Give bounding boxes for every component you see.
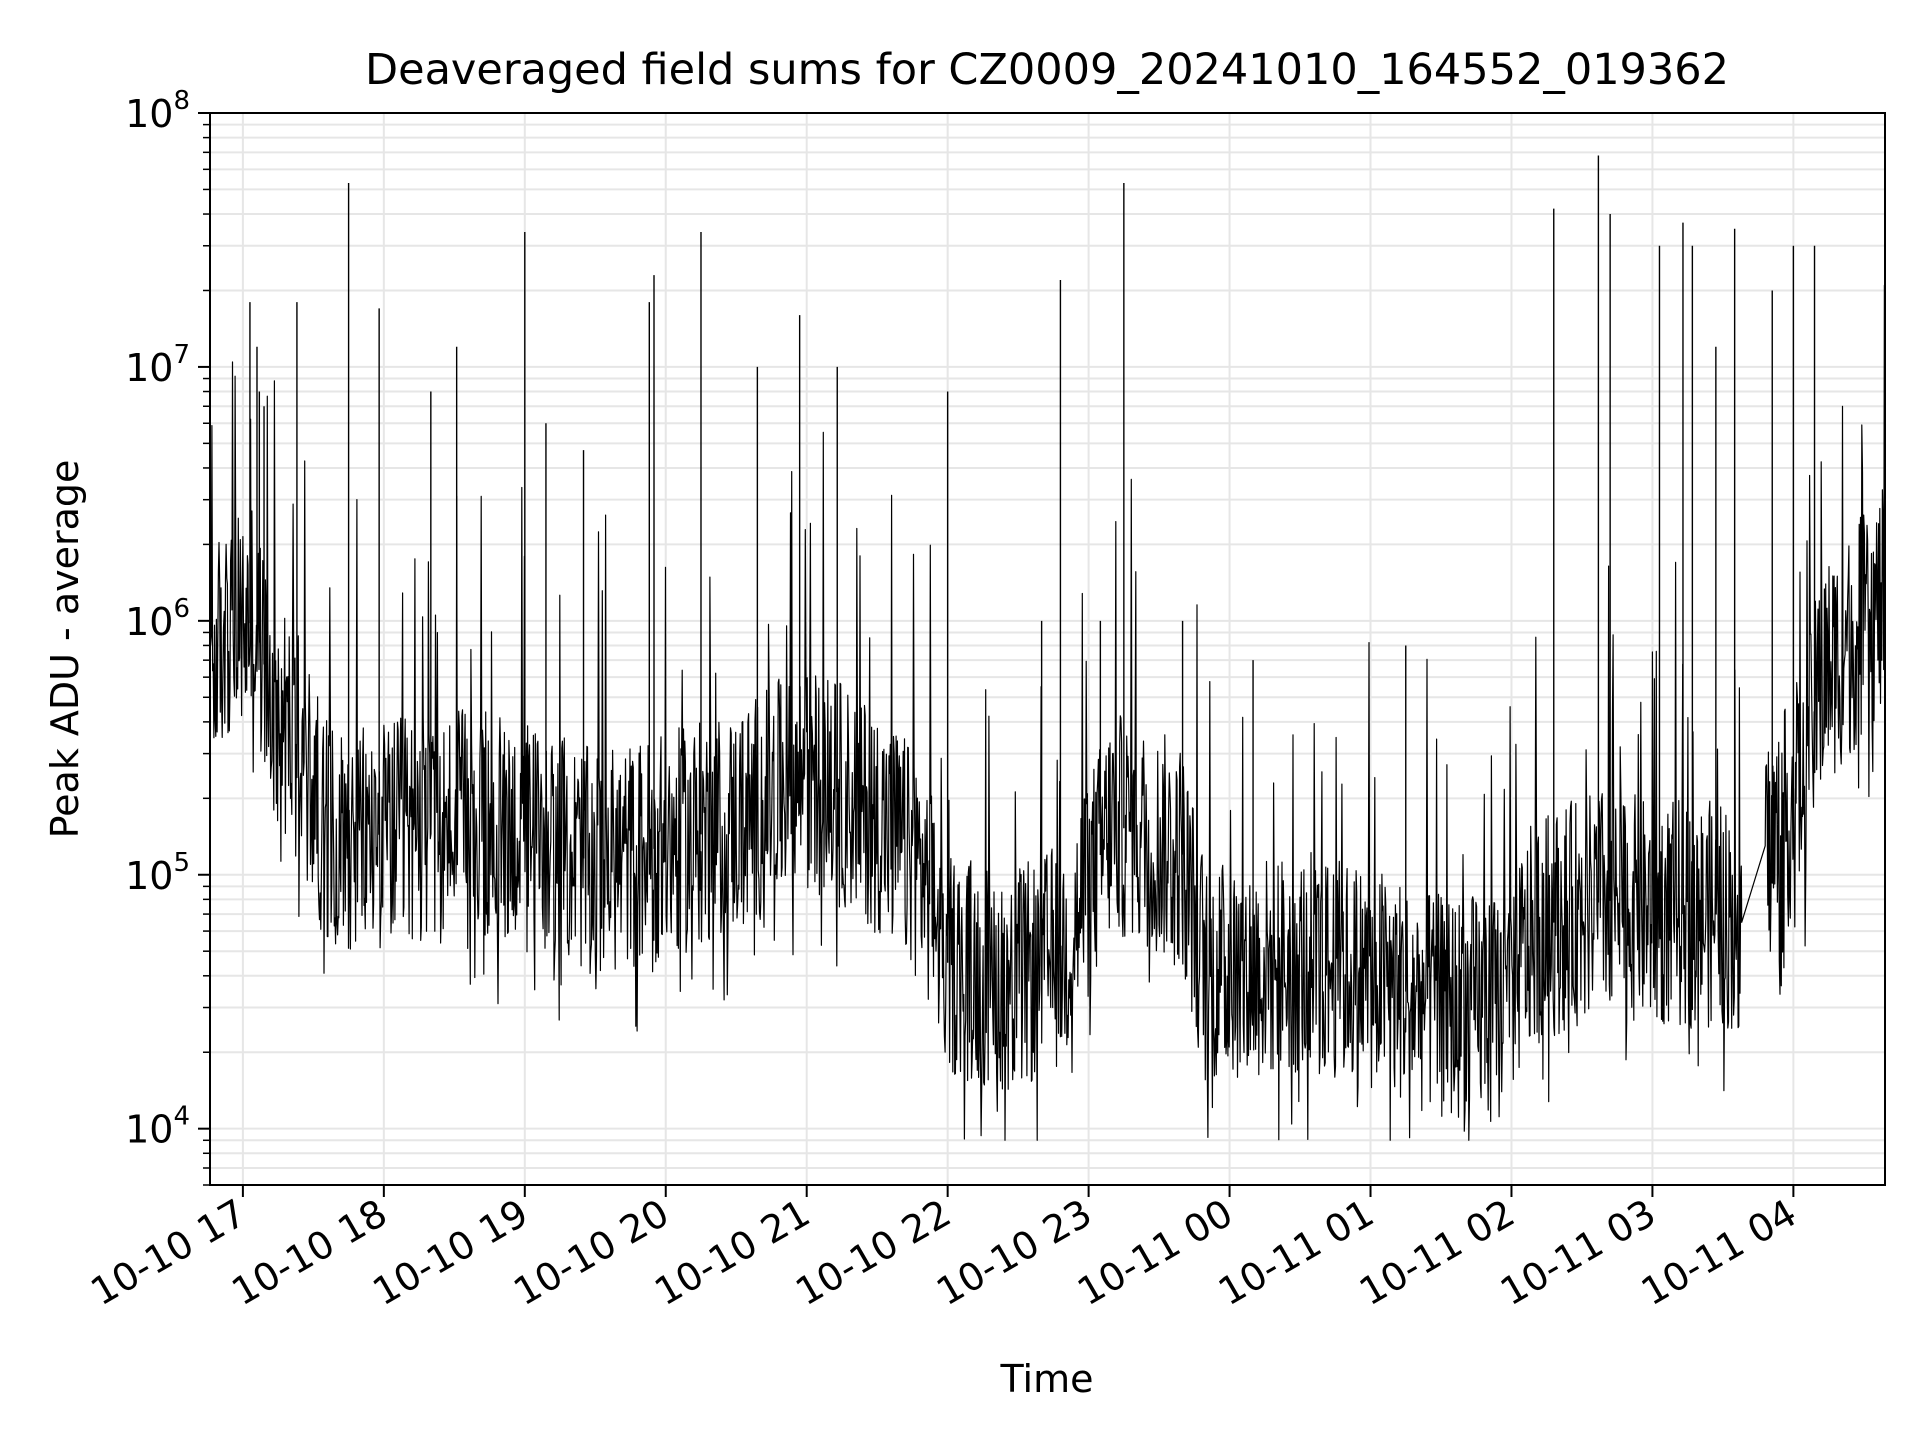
y-tick-label: 107	[125, 340, 190, 390]
y-tick-label: 105	[125, 848, 190, 898]
y-tick-label: 106	[125, 594, 190, 644]
chart-title: Deaveraged field sums for CZ0009_2024101…	[365, 45, 1729, 95]
plot-frame	[209, 112, 1886, 1186]
series-line	[209, 284, 1886, 1141]
y-axis: 104 105 106 107 108	[125, 86, 210, 1186]
x-axis-label: Time	[1000, 1357, 1094, 1401]
y-tick-label: 104	[125, 1102, 190, 1152]
y-tick-label: 108	[125, 86, 190, 136]
y-axis-label: Peak ADU - average	[43, 460, 87, 839]
series-layer	[209, 155, 1886, 1141]
